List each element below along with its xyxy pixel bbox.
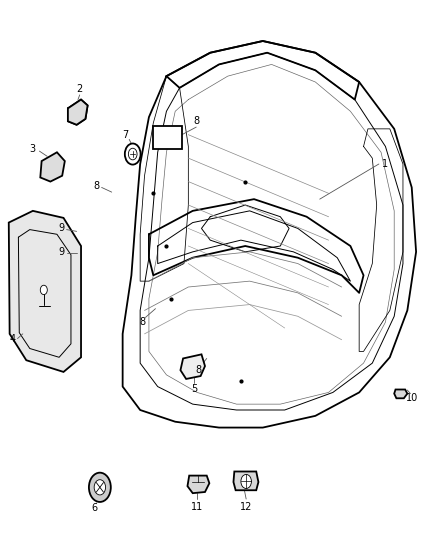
Text: 9: 9 [58, 247, 64, 257]
Text: 9: 9 [58, 223, 64, 233]
Polygon shape [68, 100, 88, 125]
Polygon shape [180, 354, 205, 379]
Polygon shape [9, 211, 81, 372]
Text: 8: 8 [193, 116, 199, 126]
Circle shape [241, 474, 251, 488]
Circle shape [125, 143, 141, 165]
Text: 1: 1 [382, 159, 389, 169]
Polygon shape [40, 152, 65, 182]
Polygon shape [233, 472, 258, 490]
Circle shape [89, 473, 111, 502]
Text: 11: 11 [191, 502, 203, 512]
Polygon shape [394, 390, 407, 398]
Text: 10: 10 [406, 393, 418, 403]
Circle shape [40, 285, 47, 295]
Circle shape [94, 480, 106, 495]
Text: 8: 8 [139, 317, 145, 327]
Circle shape [128, 148, 137, 160]
Bar [153, 126, 182, 149]
Text: 2: 2 [77, 84, 83, 94]
Polygon shape [187, 475, 209, 493]
Text: 4: 4 [9, 334, 15, 344]
Text: 12: 12 [240, 502, 252, 512]
Text: 3: 3 [30, 144, 36, 155]
Text: 6: 6 [91, 503, 97, 513]
Text: 5: 5 [191, 384, 198, 394]
Text: 8: 8 [195, 365, 201, 375]
Text: 7: 7 [122, 130, 128, 140]
Text: 8: 8 [93, 181, 99, 191]
